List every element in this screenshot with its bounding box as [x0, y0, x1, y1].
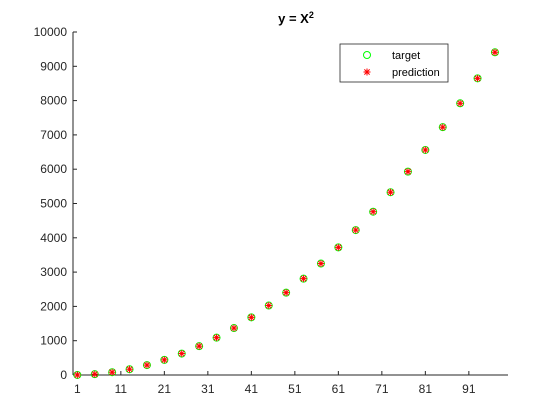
asterisk-stroke — [248, 314, 255, 321]
y-tick-label: 4000 — [40, 231, 67, 245]
prediction-point — [73, 371, 81, 379]
x-tick-label: 21 — [158, 382, 172, 396]
asterisk-stroke — [422, 146, 429, 153]
x-tick-label: 91 — [462, 382, 476, 396]
y-tick-label: 8000 — [40, 94, 67, 108]
asterisk-stroke — [352, 227, 359, 234]
y-tick-label: 7000 — [40, 128, 67, 142]
prediction-point — [300, 275, 308, 283]
asterisk-stroke — [283, 289, 290, 296]
prediction-point — [352, 226, 360, 234]
y-tick-label: 9000 — [40, 59, 67, 73]
prediction-point — [369, 208, 377, 216]
asterisk-stroke — [213, 334, 220, 341]
prediction-point — [404, 168, 412, 176]
asterisk-stroke — [335, 244, 342, 251]
prediction-point — [387, 188, 395, 196]
prediction-point — [160, 356, 168, 364]
asterisk-stroke — [300, 275, 307, 282]
legend-target-label: target — [392, 50, 420, 62]
asterisk-stroke — [196, 343, 203, 350]
x-tick-label: 41 — [245, 382, 259, 396]
prediction-point — [143, 361, 151, 369]
asterisk-stroke — [161, 356, 168, 363]
x-tick-label: 31 — [201, 382, 215, 396]
prediction-point — [91, 370, 99, 378]
prediction-point — [334, 243, 342, 251]
legend-box — [339, 43, 449, 83]
legend-prediction-marker — [363, 68, 371, 76]
x-tick-label: 1 — [74, 382, 81, 396]
y-tick-label: 10000 — [34, 25, 68, 39]
asterisk-stroke — [178, 350, 185, 357]
title-exponent: 2 — [309, 10, 314, 20]
asterisk-stroke — [91, 371, 98, 378]
prediction-point — [439, 123, 447, 131]
asterisk-stroke — [364, 69, 370, 75]
x-tick-label: 71 — [375, 382, 389, 396]
asterisk-stroke — [404, 168, 411, 175]
x-tick-label: 51 — [288, 382, 302, 396]
series-target — [73, 48, 499, 379]
asterisk-stroke — [317, 260, 324, 267]
asterisk-stroke — [387, 189, 394, 196]
y-tick-label: 5000 — [40, 197, 67, 211]
asterisk-stroke — [230, 325, 237, 332]
y-tick-label: 3000 — [40, 265, 67, 279]
prediction-point — [421, 146, 429, 154]
asterisk-stroke — [457, 100, 464, 107]
y-tick-label: 6000 — [40, 162, 67, 176]
prediction-point — [230, 324, 238, 332]
legend-prediction-label: prediction — [392, 67, 440, 79]
prediction-point — [456, 99, 464, 107]
prediction-point — [265, 302, 273, 310]
asterisk-stroke — [265, 302, 272, 309]
prediction-point — [126, 365, 134, 373]
prediction-point — [195, 342, 203, 350]
series-prediction — [73, 48, 499, 379]
y-tick-label: 2000 — [40, 299, 67, 313]
x-tick-label: 11 — [115, 382, 128, 396]
y-tick-label: 1000 — [40, 334, 67, 348]
prediction-point — [491, 48, 499, 56]
asterisk-stroke — [126, 366, 133, 373]
chart-title: y = X2 — [278, 10, 314, 26]
prediction-point — [282, 289, 290, 297]
prediction-point — [317, 260, 325, 268]
title-base: y = X — [278, 11, 309, 26]
legend: target prediction — [339, 43, 449, 83]
prediction-point — [108, 368, 116, 376]
prediction-point — [247, 313, 255, 321]
asterisk-stroke — [143, 362, 150, 369]
asterisk-stroke — [491, 49, 498, 56]
y-tick-label: 0 — [60, 368, 67, 382]
asterisk-stroke — [109, 369, 116, 376]
prediction-point — [178, 350, 186, 358]
prediction-point — [213, 334, 221, 342]
asterisk-stroke — [74, 371, 81, 378]
asterisk-stroke — [439, 124, 446, 131]
axes: 0 1000 2000 3000 4000 5000 6000 7000 8000 9000 100… — [34, 25, 508, 396]
data-marks — [73, 48, 499, 379]
asterisk-stroke — [474, 75, 481, 82]
x-tick-label: 81 — [419, 382, 433, 396]
prediction-point — [474, 74, 482, 82]
legend-target-marker — [363, 51, 371, 59]
asterisk-stroke — [370, 208, 377, 215]
x-tick-label: 61 — [332, 382, 346, 396]
